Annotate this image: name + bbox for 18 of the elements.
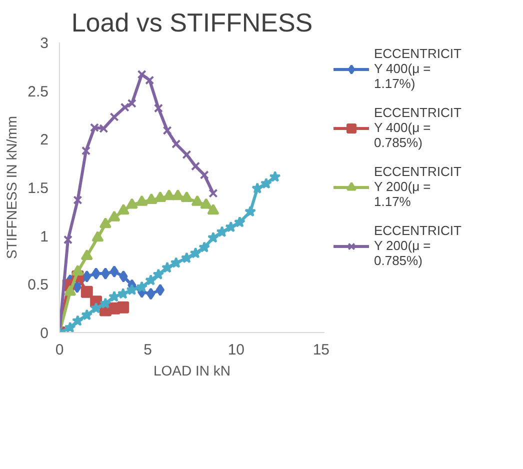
y-tick-label: 3 [40, 35, 48, 52]
y-tick-label: 0.5 [28, 276, 49, 294]
x-tick-label: 10 [228, 342, 245, 358]
x-tick-label: 0 [55, 342, 64, 358]
chart-title: Load vs STIFFNESS [71, 8, 313, 38]
y-tick-label: 1.5 [28, 180, 49, 197]
legend-label: ECCENTRICITY 200(μ = 1.17% [374, 164, 462, 209]
x-tick-label: 5 [144, 342, 152, 358]
y-tick-label: 2.5 [28, 83, 49, 100]
legend-label: ECCENTRICITY 200(μ = 0.785%) [374, 223, 462, 268]
y-axis-title: STIFFNESS IN kN/mm [4, 116, 20, 260]
y-tick-label: 1 [40, 228, 48, 246]
legend-label: ECCENTRICITY 400(μ = 1.17%) [374, 46, 462, 91]
y-tick-label: 0 [40, 325, 48, 342]
x-tick-label: 15 [312, 342, 330, 358]
y-tick-label: 2 [40, 132, 48, 149]
x-axis-title: LOAD IN kN [153, 362, 231, 378]
legend-label: ECCENTRICITY 400(μ = 0.785%) [374, 105, 462, 150]
